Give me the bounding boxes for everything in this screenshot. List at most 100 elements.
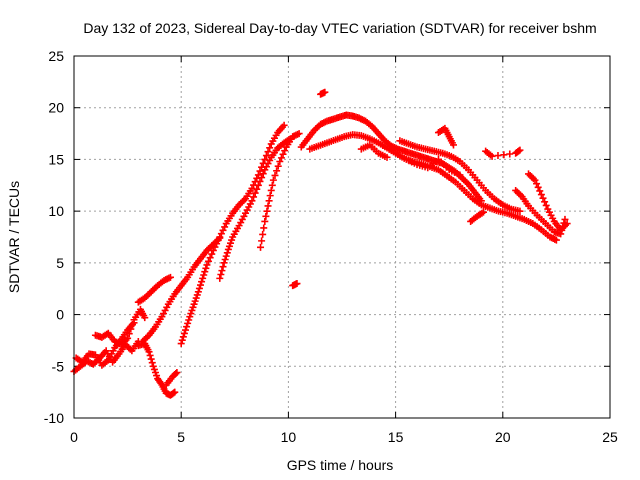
data-point [542, 201, 550, 209]
y-tick-label: 25 [48, 48, 64, 64]
data-point [279, 150, 287, 158]
data-point [534, 183, 542, 191]
data-point [506, 150, 514, 158]
data-point [262, 212, 270, 220]
data-point [173, 368, 181, 376]
data-point [185, 316, 193, 324]
data-point [269, 176, 277, 184]
series-s10 [257, 130, 303, 251]
data-point [264, 202, 272, 210]
series-s21 [402, 155, 464, 179]
y-tick-label: 15 [48, 151, 64, 167]
data-point [539, 194, 547, 202]
data-point [218, 267, 226, 275]
data-point [257, 243, 265, 251]
chart-title: Day 132 of 2023, Sidereal Day-to-day VTE… [83, 20, 596, 36]
data-point [195, 284, 203, 292]
x-tick-label: 15 [388, 429, 404, 445]
data-point [141, 314, 149, 322]
data-point [480, 208, 488, 216]
data-point [293, 280, 301, 288]
data-point [171, 388, 179, 396]
data-point [253, 185, 261, 193]
y-tick-label: 10 [48, 203, 64, 219]
data-point [383, 153, 391, 161]
series-s1 [70, 337, 142, 375]
series-s17 [482, 146, 524, 160]
data-point [261, 155, 269, 163]
data-point [456, 171, 464, 179]
x-tick-label: 5 [177, 429, 185, 445]
data-point [280, 121, 288, 129]
series-s13 [317, 88, 329, 98]
data-point [202, 264, 210, 272]
data-point [541, 198, 549, 206]
data-point [488, 152, 496, 160]
data-point [552, 236, 560, 244]
y-tick-label: -5 [52, 358, 65, 374]
data-point [494, 152, 502, 160]
data-point [181, 326, 189, 334]
data-point [221, 255, 229, 263]
data-point [258, 237, 266, 245]
data-point [194, 288, 202, 296]
series-s6 [139, 234, 224, 345]
data-point [259, 170, 267, 178]
data-point [256, 177, 264, 185]
series-s15 [396, 137, 524, 215]
data-point [273, 167, 281, 175]
data-point [146, 351, 154, 359]
data-point [166, 273, 174, 281]
data-point [500, 151, 508, 159]
data-point [128, 320, 136, 328]
data-point [148, 359, 156, 367]
data-point [184, 319, 192, 327]
data-point [208, 250, 216, 258]
data-point [449, 141, 457, 149]
data-point [127, 325, 135, 333]
data-point [266, 192, 274, 200]
data-point [222, 252, 230, 260]
data-point [219, 226, 227, 234]
data-point [251, 189, 259, 197]
data-point [560, 219, 568, 227]
data-point [183, 323, 191, 331]
data-point [248, 197, 256, 205]
data-point [516, 146, 524, 154]
data-point [262, 152, 270, 160]
data-point [216, 274, 224, 282]
data-points [70, 88, 571, 399]
series-s7 [162, 368, 181, 389]
data-point [223, 249, 231, 257]
series-s14 [306, 131, 560, 244]
series-s5 [134, 273, 174, 306]
data-point [203, 261, 211, 269]
data-point [266, 144, 274, 152]
data-point [321, 88, 329, 96]
data-point [536, 187, 544, 195]
y-tick-label: -10 [44, 410, 64, 426]
data-point [263, 207, 271, 215]
data-point [219, 263, 227, 271]
grid [74, 56, 610, 418]
y-tick-label: 0 [56, 307, 64, 323]
data-point [561, 215, 569, 223]
data-point [557, 230, 565, 238]
x-tick-label: 20 [495, 429, 511, 445]
x-tick-label: 10 [281, 429, 297, 445]
data-point [531, 176, 539, 184]
x-tick-label: 25 [602, 429, 618, 445]
data-point [258, 174, 266, 182]
data-point [199, 274, 207, 282]
data-point [281, 147, 289, 155]
y-tick-label: 20 [48, 100, 64, 116]
data-point [250, 193, 258, 201]
data-point [172, 370, 180, 378]
data-point [205, 257, 213, 265]
series-s3 [91, 305, 149, 349]
data-point [274, 162, 282, 170]
data-point [265, 197, 273, 205]
data-point [267, 186, 275, 194]
data-point [558, 226, 566, 234]
data-point [125, 330, 133, 338]
